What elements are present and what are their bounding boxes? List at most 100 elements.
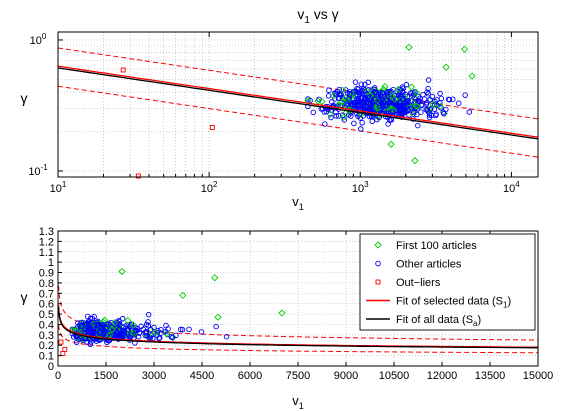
other-article-point [376, 100, 382, 107]
other-article-point [310, 109, 317, 116]
first100-point [74, 334, 82, 342]
other-article-point [371, 89, 378, 96]
other-article-point [358, 81, 365, 88]
other-article-point [397, 110, 404, 117]
first100-point [388, 105, 396, 113]
y-tick-label: 0.7 [39, 288, 54, 300]
other-article-point [424, 89, 430, 95]
y-tick-label: 1.3 [39, 226, 54, 238]
other-article-point [145, 319, 151, 325]
other-article-point [397, 103, 403, 109]
other-article-point [352, 99, 359, 105]
other-article-point [356, 91, 363, 98]
legend-label: Fit of all data (Sa) [396, 314, 481, 328]
other-article-point [121, 333, 128, 339]
top-plot-fit-band [57, 47, 539, 158]
other-article-point [405, 107, 411, 114]
other-article-point [368, 104, 374, 111]
other-article-point [427, 96, 433, 103]
other-article-point [389, 109, 396, 115]
other-article-point [323, 108, 330, 115]
top-plot-frame [57, 31, 539, 178]
other-article-point [462, 92, 468, 98]
outlier-point [209, 124, 215, 130]
x-tick-label: 103 [352, 180, 369, 195]
outlier-point [135, 173, 141, 179]
outlier-point [58, 339, 64, 345]
other-article-point [177, 326, 184, 333]
first100-point [129, 321, 138, 329]
bottom-plot-xlabel: v1 [292, 393, 304, 411]
other-article-point [360, 98, 366, 105]
first100-point [468, 72, 476, 80]
other-article-point [437, 90, 443, 97]
other-article-point [121, 330, 127, 337]
other-article-point [84, 321, 90, 327]
other-article-point [362, 95, 369, 101]
y-tick-label: 1 [48, 257, 54, 269]
other-article-point [82, 323, 88, 329]
fit-selected-line [57, 65, 539, 138]
other-article-point [466, 109, 473, 115]
bottom-plot-ticks: 0 1500 3000 4500 6000 7500 9000 10500 12000 13500… [39, 226, 554, 382]
other-article-point [385, 106, 392, 113]
other-article-point [343, 101, 350, 107]
other-article-point [351, 88, 357, 95]
other-article-point [377, 93, 384, 100]
other-article-point [163, 322, 169, 329]
other-article-point [375, 260, 381, 267]
y-tick-label: 0 [48, 361, 54, 373]
x-tick-label: 0 [55, 370, 61, 382]
other-article-point [415, 98, 422, 104]
legend-label: Out−liers [396, 277, 441, 289]
first100-point [179, 291, 187, 300]
other-article-point [348, 113, 354, 119]
fit-band-line [57, 85, 539, 158]
y-tick-label: 0.3 [39, 330, 54, 342]
legend-label: Other articles [396, 259, 462, 271]
first100-point [214, 313, 222, 321]
other-article-point [379, 89, 385, 96]
x-tick-label: 1500 [94, 370, 118, 382]
first100-point [338, 98, 346, 106]
other-article-point [445, 96, 452, 103]
other-article-point [142, 332, 149, 339]
other-article-point [103, 324, 109, 331]
first100-point [278, 309, 286, 317]
other-article-point [89, 315, 96, 322]
first100-point [349, 90, 357, 98]
other-article-point [376, 103, 383, 109]
other-article-point [90, 330, 96, 337]
first100-point [387, 140, 395, 148]
other-article-point [332, 96, 338, 102]
legend-label: Fit of selected data (S1) [396, 296, 511, 310]
other-article-point [418, 109, 424, 115]
other-article-point [305, 96, 311, 102]
other-article-point [154, 329, 161, 336]
other-article-point [405, 98, 411, 104]
other-article-point [156, 335, 163, 341]
other-article-point [392, 111, 399, 118]
fit-all-line [57, 67, 539, 140]
first100-point [381, 82, 389, 91]
other-article-point [341, 117, 348, 123]
other-article-point [427, 106, 433, 113]
other-article-point [397, 86, 404, 92]
other-article-point [322, 121, 328, 127]
first100-point [410, 94, 418, 102]
bottom-plot-ylabel: γ [21, 289, 28, 305]
top-plot-grid [58, 32, 538, 177]
other-article-point [374, 116, 380, 123]
other-article-point [336, 113, 342, 119]
other-article-point [425, 77, 432, 83]
top-plot-ticks: 101 102 103 104 10-1 100 [28, 32, 520, 195]
chart-title: v1 vs γ [297, 6, 338, 26]
other-article-point [145, 311, 152, 318]
other-article-point [369, 118, 376, 125]
other-article-point [135, 334, 142, 340]
fit-band-line [58, 285, 539, 341]
legend: First 100 articles Other articles Out−lier… [359, 233, 536, 331]
other-article-point [434, 97, 440, 103]
first100-point [329, 92, 338, 100]
